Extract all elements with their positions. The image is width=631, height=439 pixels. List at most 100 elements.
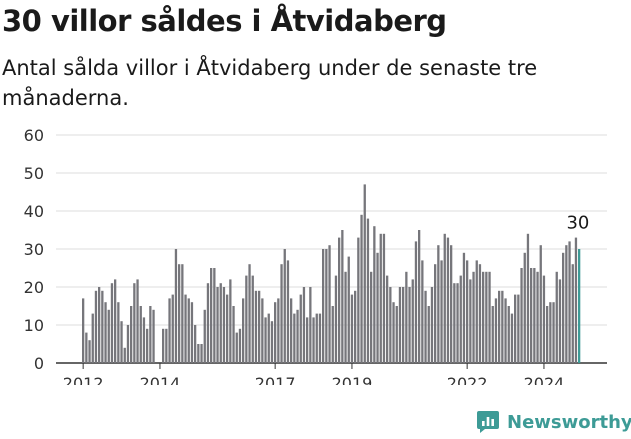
bar — [514, 294, 517, 363]
x-tick-label: 2024 — [524, 374, 565, 385]
bar — [392, 302, 395, 363]
bar — [558, 279, 562, 363]
bar — [286, 260, 290, 363]
bar — [94, 290, 98, 363]
bar — [299, 294, 302, 363]
bar — [459, 275, 462, 363]
y-tick-label: 0 — [34, 354, 44, 373]
bar — [478, 264, 482, 363]
bar — [504, 298, 507, 363]
bar — [488, 271, 491, 363]
bar — [264, 317, 267, 363]
bar — [552, 302, 555, 363]
bar — [421, 260, 424, 363]
y-tick-label: 50 — [24, 164, 44, 183]
bar — [366, 218, 370, 363]
bar — [523, 252, 526, 363]
bar — [411, 279, 414, 363]
bar — [360, 214, 363, 363]
bar — [248, 264, 251, 363]
bar — [261, 298, 264, 363]
bar — [542, 275, 546, 363]
bar — [376, 252, 379, 363]
bar — [258, 290, 261, 363]
bar — [270, 321, 274, 363]
bar — [501, 290, 504, 363]
bar — [344, 271, 347, 363]
bar — [85, 332, 88, 363]
bar — [190, 302, 194, 363]
bar — [322, 249, 325, 363]
bar — [562, 252, 565, 363]
bar — [520, 268, 523, 363]
bar — [130, 306, 133, 363]
bar — [120, 321, 123, 363]
y-tick-label: 10 — [24, 316, 44, 335]
bar-chart: 0 10 20 30 40 50 60 2012 2014 2017 2019 2022 2024 30 — [24, 126, 607, 385]
y-tick-label: 20 — [24, 278, 44, 297]
bar — [187, 298, 190, 363]
bar — [277, 298, 280, 363]
bar — [133, 283, 136, 363]
bar — [389, 287, 392, 363]
bar — [443, 233, 446, 363]
bar — [136, 279, 139, 363]
bar — [280, 264, 283, 363]
bar — [568, 241, 571, 363]
bar — [536, 271, 539, 363]
bar — [450, 245, 453, 363]
chart-subtitle: Antal sålda villor i Åtvidaberg under de… — [2, 56, 538, 110]
bar — [101, 290, 104, 363]
brand-logo: Newsworthy — [476, 408, 631, 436]
bar — [174, 249, 178, 363]
bar — [142, 317, 146, 363]
annotation-label: 30 — [566, 213, 589, 234]
bar — [533, 268, 536, 363]
bar — [494, 298, 498, 363]
bar — [498, 290, 501, 363]
newsworthy-logo-icon — [477, 411, 499, 433]
bar — [312, 317, 315, 363]
bar — [216, 287, 219, 363]
bar — [165, 328, 168, 363]
bar — [181, 264, 184, 363]
bar — [194, 325, 197, 363]
bar — [206, 283, 210, 363]
bar — [309, 287, 312, 363]
x-tick-label: 2017 — [255, 374, 296, 385]
bar — [229, 279, 232, 363]
bar — [341, 230, 344, 363]
bar — [334, 275, 338, 363]
bar — [530, 268, 533, 363]
bar — [200, 344, 203, 363]
bar — [427, 306, 430, 363]
bar — [315, 313, 318, 363]
bar — [350, 294, 354, 363]
bar — [574, 237, 578, 363]
bar — [370, 271, 373, 363]
bar — [446, 237, 450, 363]
bar — [405, 271, 408, 363]
bar — [546, 306, 549, 363]
bar — [107, 309, 110, 363]
bar — [197, 344, 200, 363]
bar — [219, 283, 222, 363]
bar — [110, 283, 114, 363]
bar — [325, 249, 328, 363]
y-tick-label: 30 — [24, 240, 44, 259]
bar — [475, 260, 478, 363]
bar — [123, 347, 126, 363]
bar — [213, 268, 216, 363]
y-tick-label: 60 — [24, 126, 44, 145]
bar — [517, 294, 520, 363]
bar — [98, 287, 101, 363]
bar — [357, 237, 360, 363]
bar — [440, 260, 443, 363]
bar — [482, 271, 485, 363]
bar — [149, 306, 152, 363]
bar — [267, 313, 270, 363]
bar — [472, 271, 475, 363]
bar — [510, 313, 514, 363]
bar — [466, 260, 469, 363]
bar — [82, 298, 85, 363]
